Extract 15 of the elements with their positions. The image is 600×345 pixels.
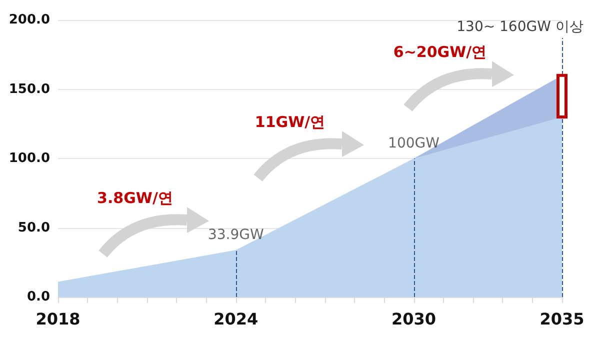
x-tick-label: 2035 — [540, 310, 584, 328]
annotation: 11GW/연 — [254, 113, 326, 131]
y-tick-label: 150.0 — [8, 82, 50, 97]
ref-line-label: 130~ 160GW 이상 — [456, 19, 584, 36]
data-label: 100GW — [388, 136, 440, 152]
x-tick-label: 2018 — [36, 310, 80, 328]
annotation: 6~20GW/연 — [393, 43, 487, 61]
x-tick-label: 2024 — [214, 310, 258, 328]
y-tick-label: 200.0 — [8, 12, 50, 28]
y-tick-label: 100.0 — [8, 151, 50, 166]
y-tick-label: 0.0 — [26, 290, 50, 304]
data-label: 33.9GW — [208, 227, 264, 244]
x-tick-label: 2030 — [392, 310, 436, 328]
y-tick-label: 50.0 — [18, 220, 50, 236]
annotation: 3.8GW/연 — [97, 189, 173, 207]
